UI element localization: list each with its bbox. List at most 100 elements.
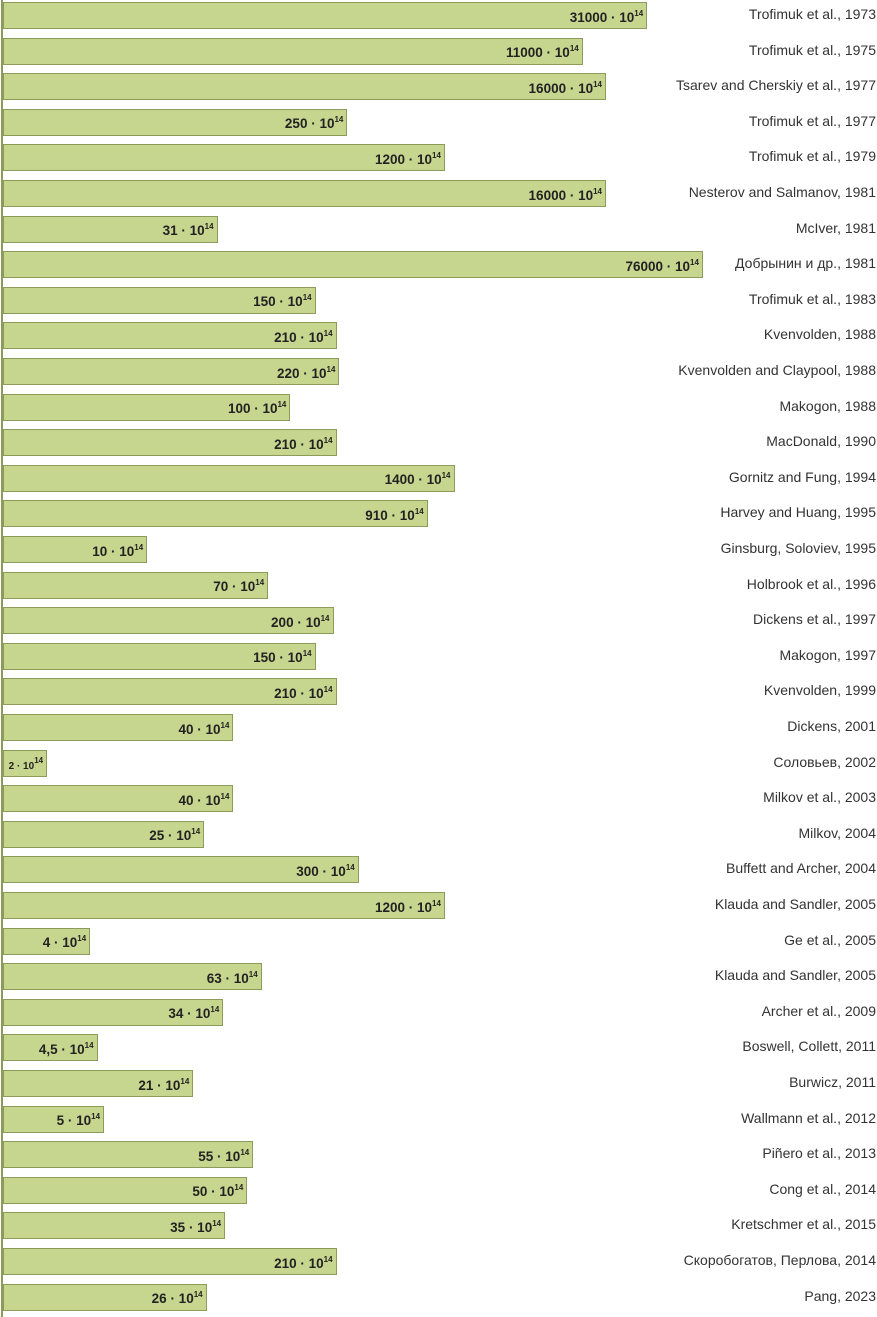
data-label-exponent: 14 [248, 969, 258, 979]
bar: 1200 · 1014 [3, 892, 445, 919]
category-label: Harvey and Huang, 1995 [720, 504, 876, 521]
bar: 200 · 1014 [3, 607, 334, 635]
data-label: 35 · 1014 [170, 1219, 221, 1235]
bar: 4,5 · 1014 [3, 1034, 98, 1062]
category-label: Ginsburg, Soloviev, 1995 [720, 540, 876, 556]
category-label: Ge et al., 2005 [784, 931, 876, 948]
data-label: 11000 · 1014 [506, 44, 579, 60]
data-label-value: 76000 · 10 [625, 258, 691, 274]
data-label-exponent: 14 [441, 471, 451, 481]
data-label-value: 5 · 10 [56, 1112, 92, 1128]
bar: 76000 · 1014 [3, 251, 703, 279]
data-label: 910 · 1014 [365, 507, 423, 523]
data-label: 40 · 1014 [178, 720, 229, 736]
bar: 40 · 1014 [3, 714, 234, 741]
data-label: 10 · 1014 [92, 542, 143, 558]
data-label: 50 · 1014 [192, 1183, 243, 1199]
data-label-exponent: 14 [323, 684, 333, 694]
data-label-value: 210 · 10 [274, 329, 324, 345]
data-label-value: 50 · 10 [192, 1184, 235, 1200]
data-label-exponent: 14 [77, 933, 87, 943]
category-label: McIver, 1981 [795, 219, 876, 236]
data-label-value: 10 · 10 [92, 543, 135, 559]
data-label-value: 4 · 10 [42, 934, 78, 950]
bar: 210 · 1014 [3, 678, 337, 706]
data-label-exponent: 14 [320, 613, 330, 623]
data-label-exponent: 14 [569, 43, 579, 53]
bar: 910 · 1014 [3, 500, 428, 528]
data-label-exponent: 14 [277, 399, 287, 409]
data-label-value: 31000 · 10 [569, 9, 635, 25]
data-label-value: 250 · 10 [284, 116, 335, 132]
data-label: 210 · 1014 [274, 685, 332, 701]
data-label-value: 210 · 10 [274, 1255, 324, 1271]
bar: 31 · 1014 [3, 215, 218, 243]
bar: 16000 · 1014 [3, 73, 607, 101]
data-label-exponent: 14 [345, 862, 355, 872]
data-label: 220 · 1014 [277, 364, 335, 380]
data-label-exponent: 14 [634, 8, 644, 18]
category-label: Соловьев, 2002 [773, 753, 876, 770]
category-label: Trofimuk et al., 1983 [748, 290, 876, 307]
category-label: Pang, 2023 [804, 1287, 876, 1304]
data-label-value: 40 · 10 [178, 792, 221, 808]
data-label: 34 · 1014 [168, 1005, 219, 1021]
data-label-value: 2 · 10 [8, 760, 35, 772]
bar: 10 · 1014 [3, 536, 148, 563]
data-label: 4,5 · 1014 [39, 1041, 94, 1057]
data-label-exponent: 14 [302, 649, 312, 659]
data-label-value: 210 · 10 [274, 685, 324, 701]
data-label-exponent: 14 [334, 115, 344, 125]
data-label-value: 34 · 10 [168, 1006, 211, 1022]
data-label-exponent: 14 [323, 328, 333, 338]
bar: 150 · 1014 [3, 642, 316, 670]
category-label: Boswell, Collett, 2011 [742, 1038, 876, 1055]
bar: 11000 · 1014 [3, 37, 583, 65]
data-label-exponent: 14 [432, 898, 441, 908]
data-label: 150 · 1014 [253, 649, 311, 665]
category-label: Dickens, 2001 [787, 718, 876, 734]
data-label-value: 70 · 10 [213, 578, 256, 594]
data-label: 63 · 1014 [207, 969, 258, 985]
data-label: 4 · 1014 [43, 934, 86, 950]
category-label: MacDonald, 1990 [766, 433, 876, 450]
bar: 70 · 1014 [3, 571, 269, 599]
category-label: Klauda and Sandler, 2005 [714, 967, 876, 984]
data-label: 1400 · 1014 [385, 471, 451, 487]
data-label-value: 26 · 10 [151, 1290, 194, 1306]
data-label: 70 · 1014 [213, 578, 264, 594]
category-label: Wallmann et al., 2012 [741, 1109, 876, 1126]
bar: 300 · 1014 [3, 856, 359, 884]
data-label-exponent: 14 [302, 293, 312, 303]
data-label-value: 11000 · 10 [506, 44, 570, 60]
bar: 1400 · 1014 [3, 464, 455, 492]
category-label: Dickens et al., 1997 [753, 611, 876, 628]
bar: 220 · 1014 [3, 358, 340, 385]
data-label: 2 · 1014 [9, 756, 43, 772]
category-label: Kretschmer et al., 2015 [731, 1216, 876, 1233]
data-label: 1200 · 1014 [375, 151, 441, 167]
data-label-value: 300 · 10 [296, 863, 346, 879]
category-label: Kvenvolden and Claypool, 1988 [678, 362, 876, 378]
bar: 35 · 1014 [3, 1212, 226, 1240]
data-label-exponent: 14 [432, 150, 441, 160]
category-label: Trofimuk et al., 1979 [748, 148, 876, 165]
data-label-exponent: 14 [414, 506, 424, 516]
category-label: Kvenvolden, 1988 [763, 326, 876, 343]
bar: 25 · 1014 [3, 820, 205, 848]
bar: 55 · 1014 [3, 1141, 254, 1169]
data-label-exponent: 14 [91, 1111, 101, 1121]
category-label: Gornitz and Fung, 1994 [728, 468, 876, 485]
data-label-value: 200 · 10 [271, 614, 321, 630]
data-label-exponent: 14 [204, 221, 214, 231]
category-label: Makogon, 1997 [779, 646, 876, 663]
data-label-value: 63 · 10 [206, 970, 249, 986]
bar: 250 · 1014 [3, 108, 348, 136]
category-label: Piñero et al., 2013 [762, 1145, 876, 1162]
data-label: 26 · 1014 [152, 1290, 203, 1306]
data-label-value: 1400 · 10 [384, 472, 442, 488]
data-label-exponent: 14 [212, 1218, 222, 1228]
data-label-value: 16000 · 10 [528, 187, 594, 203]
data-label-value: 4,5 · 10 [38, 1041, 85, 1057]
